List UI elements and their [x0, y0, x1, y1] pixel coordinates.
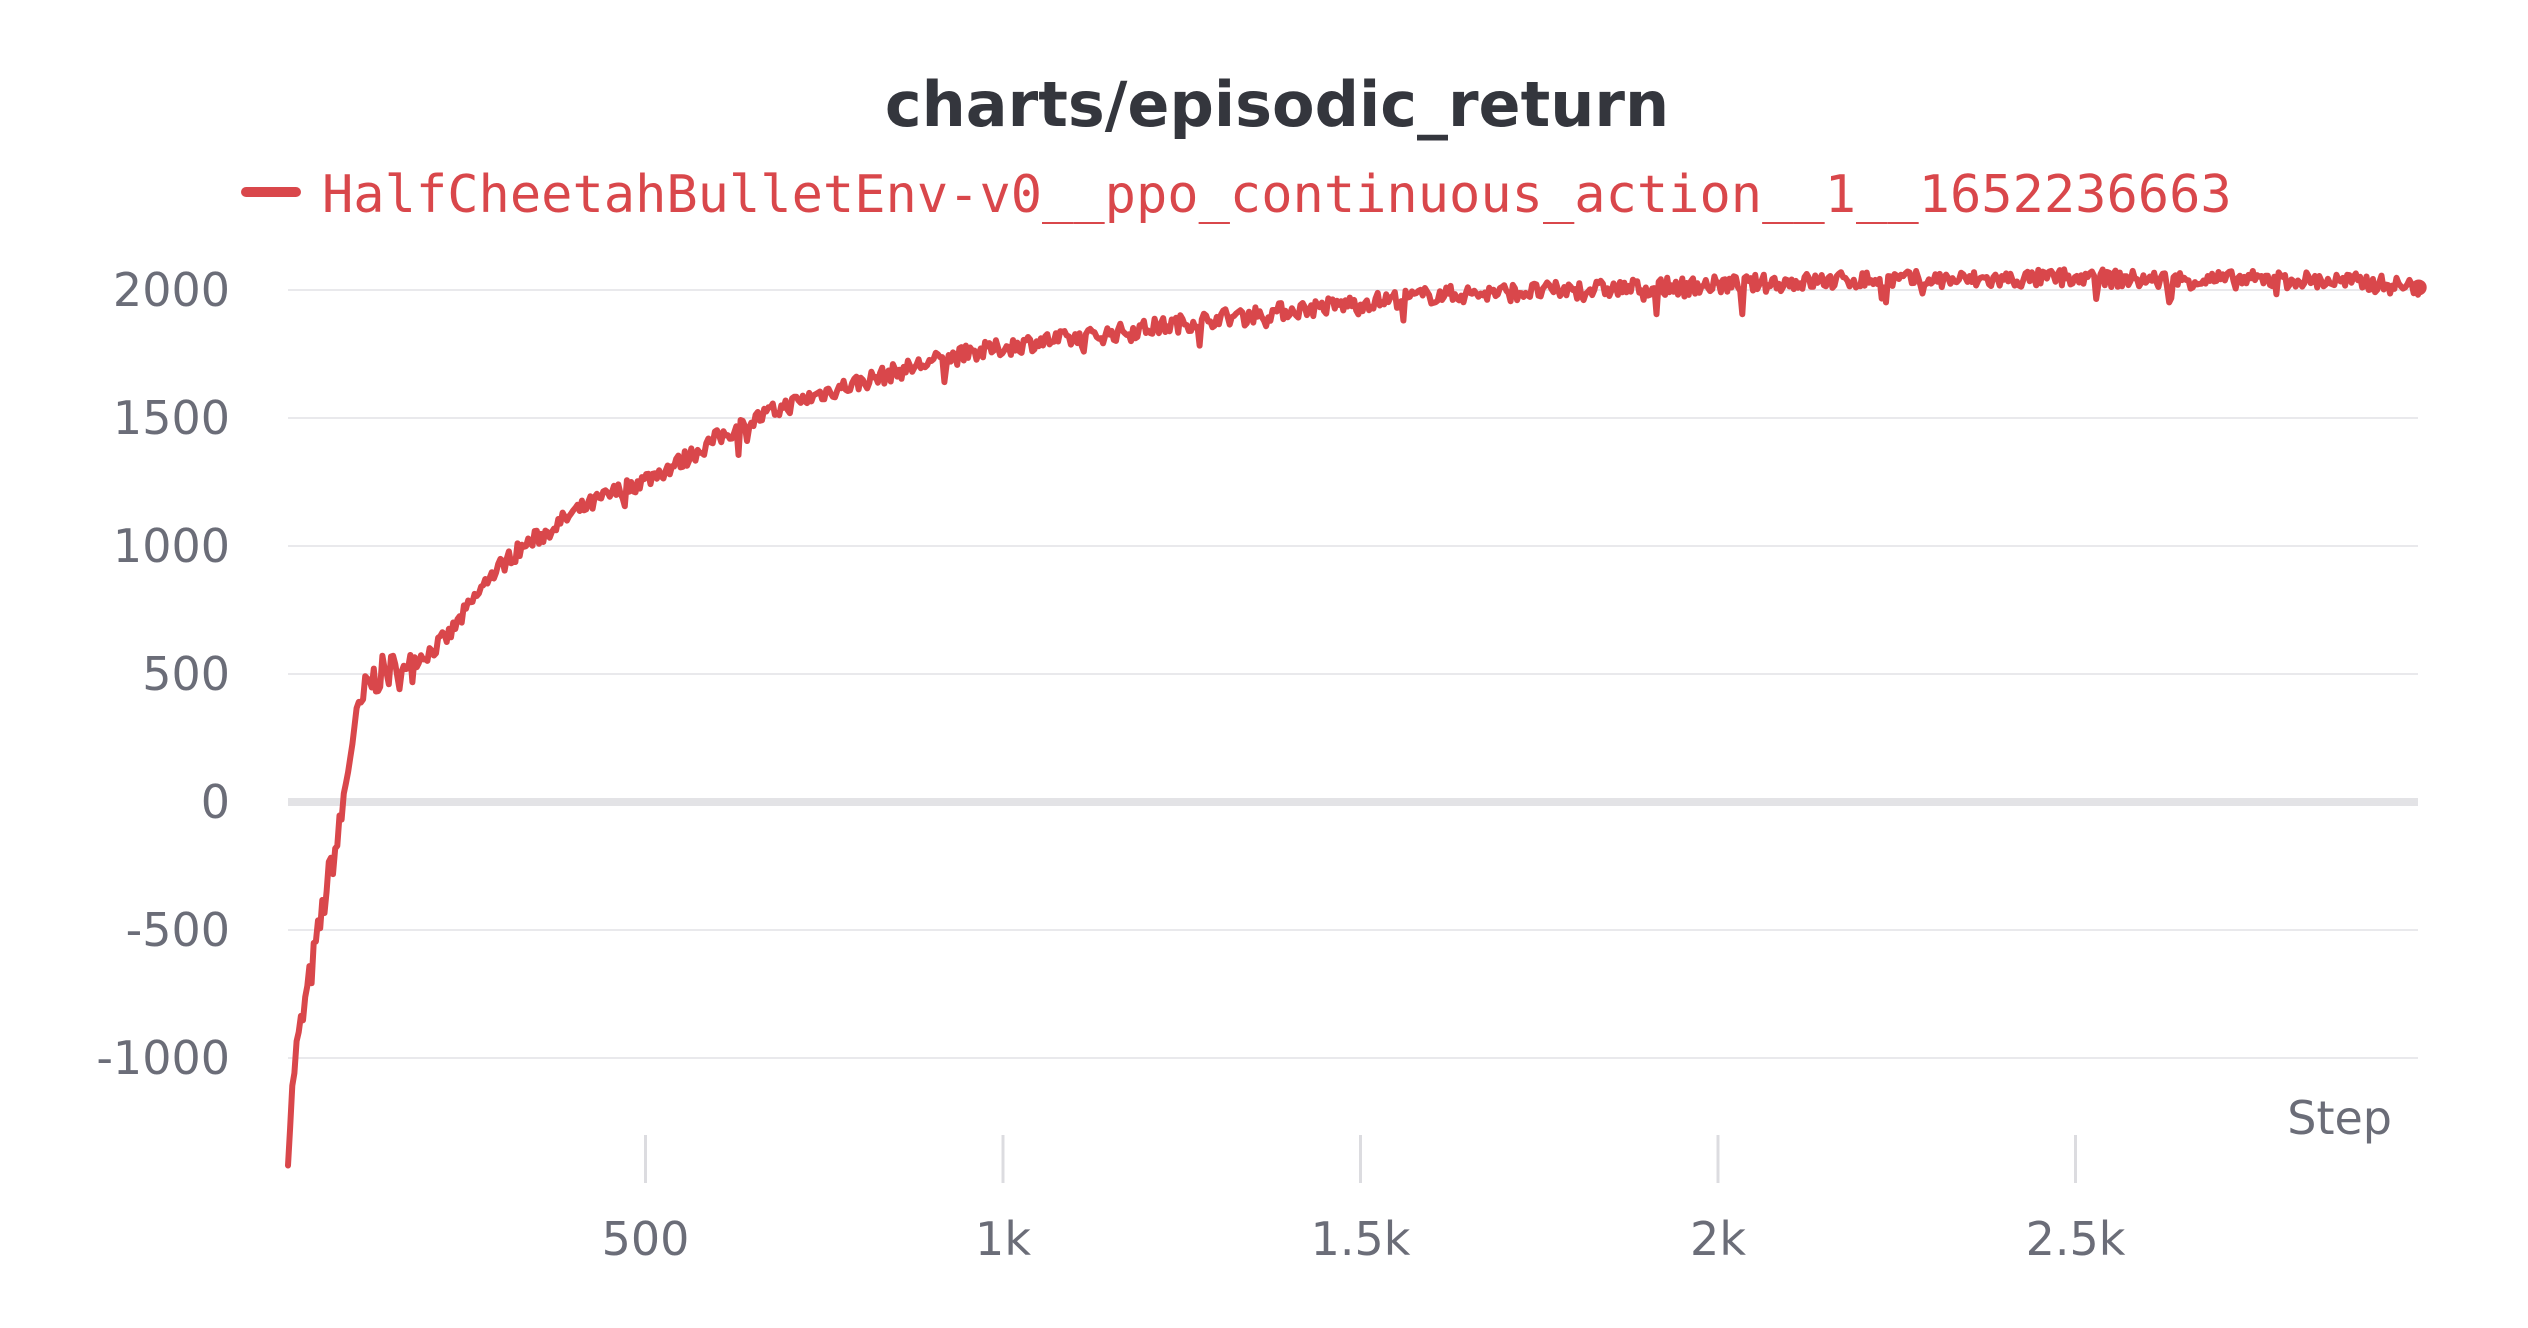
- series-line: [285, 266, 2421, 1169]
- x-tick-label: 2k: [1690, 1212, 1746, 1266]
- chart-title: charts/episodic_return: [885, 68, 1669, 141]
- x-axis-label: Step: [2287, 1091, 2392, 1145]
- grid: [288, 289, 2418, 1059]
- y-tick-label: -500: [126, 903, 230, 957]
- y-tick-label: 2000: [113, 263, 230, 317]
- x-tick-label: 2.5k: [2026, 1212, 2126, 1266]
- y-tick-label: 500: [142, 647, 230, 701]
- legend: HalfCheetahBulletEnv-v0__ppo_continuous_…: [241, 165, 2232, 225]
- series-layer: [285, 266, 2427, 1169]
- x-tick-label: 1k: [975, 1212, 1031, 1266]
- y-tick-label: 1000: [113, 519, 230, 573]
- legend-label: HalfCheetahBulletEnv-v0__ppo_continuous_…: [322, 165, 2232, 225]
- x-tick-label: 500: [602, 1212, 690, 1266]
- y-axis-ticks: -1000 -500 0 500 1000 1500 2000: [96, 263, 230, 1085]
- y-tick-label: 0: [201, 775, 230, 829]
- x-axis-ticks: 500 1k 1.5k 2k 2.5k: [602, 1135, 2126, 1266]
- x-tick-label: 1.5k: [1311, 1212, 1411, 1266]
- y-tick-label: -1000: [96, 1031, 230, 1085]
- y-tick-label: 1500: [113, 391, 230, 445]
- series-end-point: [2410, 279, 2427, 296]
